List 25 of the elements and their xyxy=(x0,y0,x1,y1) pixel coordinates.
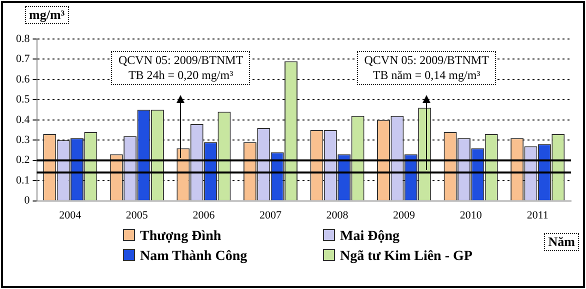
legend-label: Mai Động xyxy=(339,229,400,245)
x-tick-label: 2006 xyxy=(192,209,216,222)
y-tick-label: 0 xyxy=(24,194,30,207)
y-axis-title: mg/m³ xyxy=(25,6,69,24)
y-tick-label: 0.8 xyxy=(16,32,30,45)
y-tick-label: 0.6 xyxy=(16,73,30,86)
y-tick-label: 0.1 xyxy=(16,174,30,186)
x-tick-label: 2008 xyxy=(326,209,349,222)
x-tick-label: 2010 xyxy=(460,209,482,222)
x-tick-label: 2007 xyxy=(259,209,282,222)
x-tick-label: 2004 xyxy=(59,209,82,222)
y-tick-label: 0.4 xyxy=(16,114,30,126)
x-axis-title: Năm xyxy=(544,233,579,251)
y-tick-label: 0.7 xyxy=(16,53,30,66)
legend-label: Ngã tư Kim Liên - GP xyxy=(339,249,474,265)
y-tick-label: 0.5 xyxy=(16,94,30,106)
y-tick-label: 0.3 xyxy=(16,134,30,146)
x-tick-label: 2005 xyxy=(126,209,148,222)
x-tick-label: 2011 xyxy=(526,209,548,222)
annotation: QCVN 05: 2009/BTNMT TB 24h = 0,20 mg/m³ xyxy=(111,51,250,85)
annotation: QCVN 05: 2009/BTNMT TB năm = 0,14 mg/m³ xyxy=(357,51,496,85)
legend-label: Thượng Đình xyxy=(139,229,222,245)
y-tick-label: 0.2 xyxy=(16,154,30,166)
legend-label: Nam Thành Công xyxy=(139,249,248,265)
x-tick-label: 2009 xyxy=(393,209,416,222)
